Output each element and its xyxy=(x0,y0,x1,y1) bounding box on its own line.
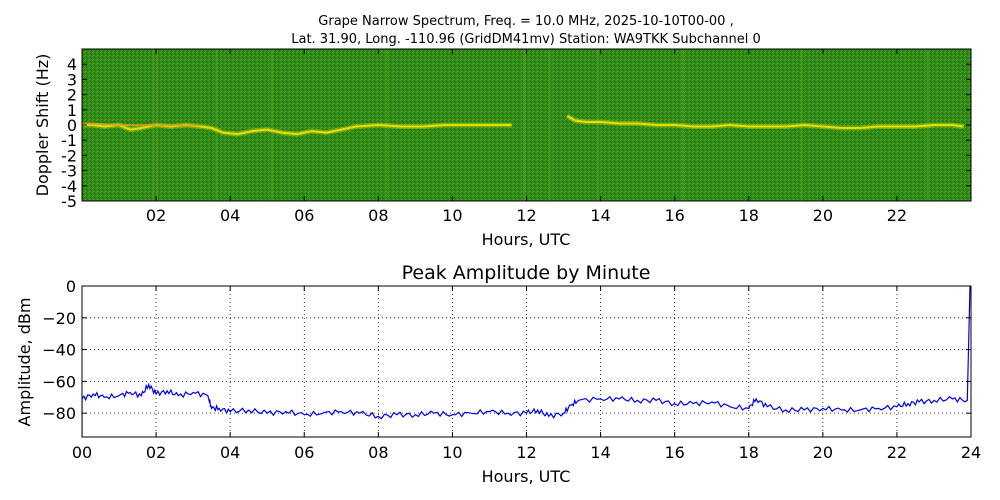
spectrogram-x-axis-label: Hours, UTC xyxy=(482,230,571,249)
amplitude-x-tick-label: 14 xyxy=(590,443,610,462)
spectrum-title-line2: Lat. 31.90, Long. -110.96 (GridDM41mv) S… xyxy=(291,32,761,47)
spectrogram-background xyxy=(82,49,971,201)
spectrogram-streak-6 xyxy=(548,49,551,201)
spectrogram-y-axis-label: Doppler Shift (Hz) xyxy=(33,54,52,197)
amplitude-x-tick-label: 00 xyxy=(72,443,92,462)
signal-trace-0 xyxy=(82,123,512,136)
spectrogram-y-tick-label: 2 xyxy=(67,86,77,105)
amplitude-plot-area xyxy=(82,286,971,437)
spectrogram-x-tick-label: 02 xyxy=(146,206,166,225)
spectrogram-y-tick-label: -4 xyxy=(61,177,77,196)
amplitude-grid xyxy=(82,286,971,437)
spectrogram-x-tick-label: 06 xyxy=(294,206,314,225)
amplitude-x-axis-label: Hours, UTC xyxy=(482,467,571,486)
amplitude-y-tick-label: −60 xyxy=(42,372,76,391)
signal-peak-segment xyxy=(85,122,201,127)
spectrogram-x-ticks: 02 04 06 08 10 12 14 16 18 20 22 xyxy=(146,49,907,225)
spectrogram-x-tick-label: 12 xyxy=(516,206,536,225)
spectrogram-y-tick-label: -2 xyxy=(61,146,77,165)
amplitude-y-axis-label: Amplitude, dBm xyxy=(15,298,34,427)
spectrogram-x-tick-label: 18 xyxy=(739,206,759,225)
spectrogram-streak-5 xyxy=(522,49,525,201)
amplitude-x-tick-label: 12 xyxy=(516,443,536,462)
amplitude-y-tick-label: −40 xyxy=(42,341,76,360)
amplitude-y-ticks: 0 −20 −40 −60 −80 xyxy=(42,277,971,423)
amplitude-x-tick-label: 20 xyxy=(813,443,833,462)
spectrogram-y-tick-label: 0 xyxy=(67,116,77,135)
spectrogram-x-tick-label: 16 xyxy=(664,206,684,225)
spectrogram-y-tick-label: 1 xyxy=(67,101,77,120)
spectrogram-x-tick-label: 14 xyxy=(590,206,610,225)
spectrogram-y-tick-label: 3 xyxy=(67,70,77,89)
amplitude-x-tick-label: 16 xyxy=(664,443,684,462)
amplitude-x-tick-label: 24 xyxy=(961,443,981,462)
spectrogram-x-tick-label: 08 xyxy=(368,206,388,225)
amplitude-y-tick-label: 0 xyxy=(66,277,76,296)
amplitude-x-tick-label: 02 xyxy=(146,443,166,462)
amplitude-x-tick-label: 22 xyxy=(887,443,907,462)
spectrogram-y-tick-label: -3 xyxy=(61,162,77,181)
spectrogram-y-tick-label: -5 xyxy=(61,192,77,211)
spectrogram-y-tick-label: 4 xyxy=(67,55,77,74)
signal-trace-1 xyxy=(566,115,964,129)
amplitude-series-line xyxy=(82,286,971,437)
amplitude-x-tick-label: 04 xyxy=(220,443,240,462)
amplitude-y-tick-label: −80 xyxy=(42,404,76,423)
spectrogram-x-tick-label: 20 xyxy=(813,206,833,225)
spectrum-title-line1: Grape Narrow Spectrum, Freq. = 10.0 MHz,… xyxy=(318,14,733,29)
amplitude-x-ticks: 00 02 04 06 08 10 12 14 16 18 20 22 24 xyxy=(72,286,981,462)
spectrogram-x-tick-label: 04 xyxy=(220,206,240,225)
spectrogram-streak-7 xyxy=(596,49,599,201)
spectrogram-x-tick-label: 22 xyxy=(887,206,907,225)
amplitude-x-tick-label: 10 xyxy=(442,443,462,462)
spectrogram-streak-2 xyxy=(215,49,218,201)
amplitude-x-tick-label: 06 xyxy=(294,443,314,462)
amplitude-title: Peak Amplitude by Minute xyxy=(402,262,651,284)
spectrogram-streak-3 xyxy=(270,49,273,201)
spectrogram-x-tick-label: 10 xyxy=(442,206,462,225)
spectrogram-y-tick-label: -1 xyxy=(61,131,77,150)
amplitude-y-tick-label: −20 xyxy=(42,309,76,328)
spectrogram-signal-trace xyxy=(82,113,964,137)
amplitude-x-tick-label: 08 xyxy=(368,443,388,462)
spectrogram-plot-area xyxy=(82,49,971,201)
amplitude-x-tick-label: 18 xyxy=(739,443,759,462)
